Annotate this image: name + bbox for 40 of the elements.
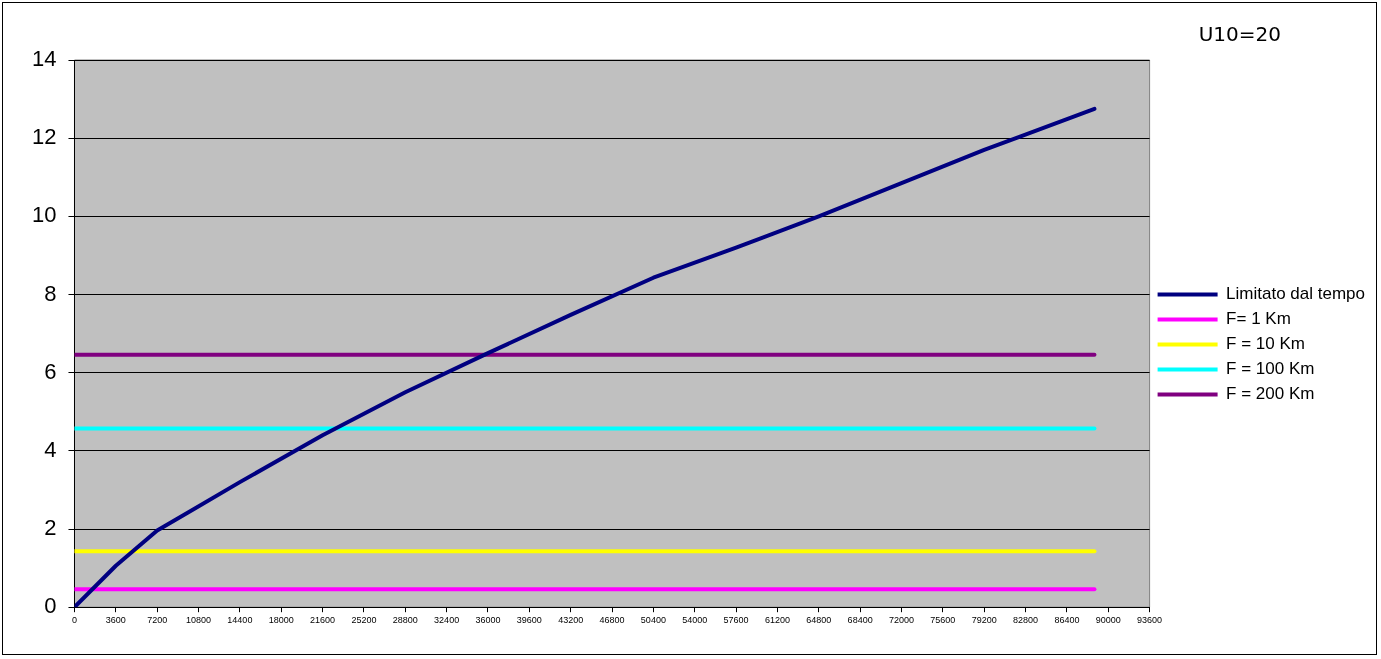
legend-label: F = 200 Km bbox=[1226, 384, 1315, 404]
legend-label: F= 1 Km bbox=[1226, 309, 1291, 329]
x-tick-label: 86400 bbox=[1054, 615, 1080, 626]
x-tick-label: 50400 bbox=[640, 615, 666, 626]
y-tick-label: 4 bbox=[44, 436, 57, 462]
x-tick-label: 39600 bbox=[516, 615, 542, 626]
x-tick-label: 0 bbox=[71, 615, 77, 626]
x-tick-label: 18000 bbox=[268, 615, 294, 626]
legend-label: F = 10 Km bbox=[1226, 334, 1305, 354]
x-tick-label: 14400 bbox=[227, 615, 253, 626]
text: U10=20 bbox=[1198, 22, 1281, 46]
y-tick-label: 10 bbox=[31, 202, 57, 228]
x-tick-label: 93600 bbox=[1137, 615, 1163, 626]
x-tick-label: 57600 bbox=[723, 615, 749, 626]
x-tick-label: 61200 bbox=[764, 615, 790, 626]
x-tick-label: 3600 bbox=[105, 615, 126, 626]
x-tick-label: 7200 bbox=[147, 615, 168, 626]
x-tick-label: 43200 bbox=[558, 615, 584, 626]
y-tick-label: 6 bbox=[44, 358, 57, 384]
x-tick-label: 72000 bbox=[888, 615, 914, 626]
y-tick-label: 12 bbox=[31, 124, 57, 150]
x-tick-label: 10800 bbox=[186, 615, 212, 626]
x-tick-label: 28800 bbox=[392, 615, 418, 626]
x-tick-label: 90000 bbox=[1095, 615, 1121, 626]
legend-label: Limitato dal tempo bbox=[1226, 284, 1365, 304]
x-tick-label: 36000 bbox=[475, 615, 501, 626]
y-tick-label: 2 bbox=[44, 515, 57, 541]
x-tick-label: 25200 bbox=[351, 615, 377, 626]
x-tick-label: 54000 bbox=[682, 615, 708, 626]
y-tick-label: 14 bbox=[31, 46, 57, 72]
legend-label: F = 100 Km bbox=[1226, 359, 1315, 379]
x-tick-label: 64800 bbox=[806, 615, 832, 626]
x-tick-label: 46800 bbox=[599, 615, 625, 626]
x-tick-label: 68400 bbox=[847, 615, 873, 626]
x-tick-label: 21600 bbox=[310, 615, 336, 626]
x-tick-label: 79200 bbox=[971, 615, 997, 626]
x-tick-label: 82800 bbox=[1013, 615, 1039, 626]
y-tick-label: 8 bbox=[44, 280, 57, 306]
x-tick-label: 75600 bbox=[930, 615, 956, 626]
x-tick-label: 32400 bbox=[434, 615, 460, 626]
